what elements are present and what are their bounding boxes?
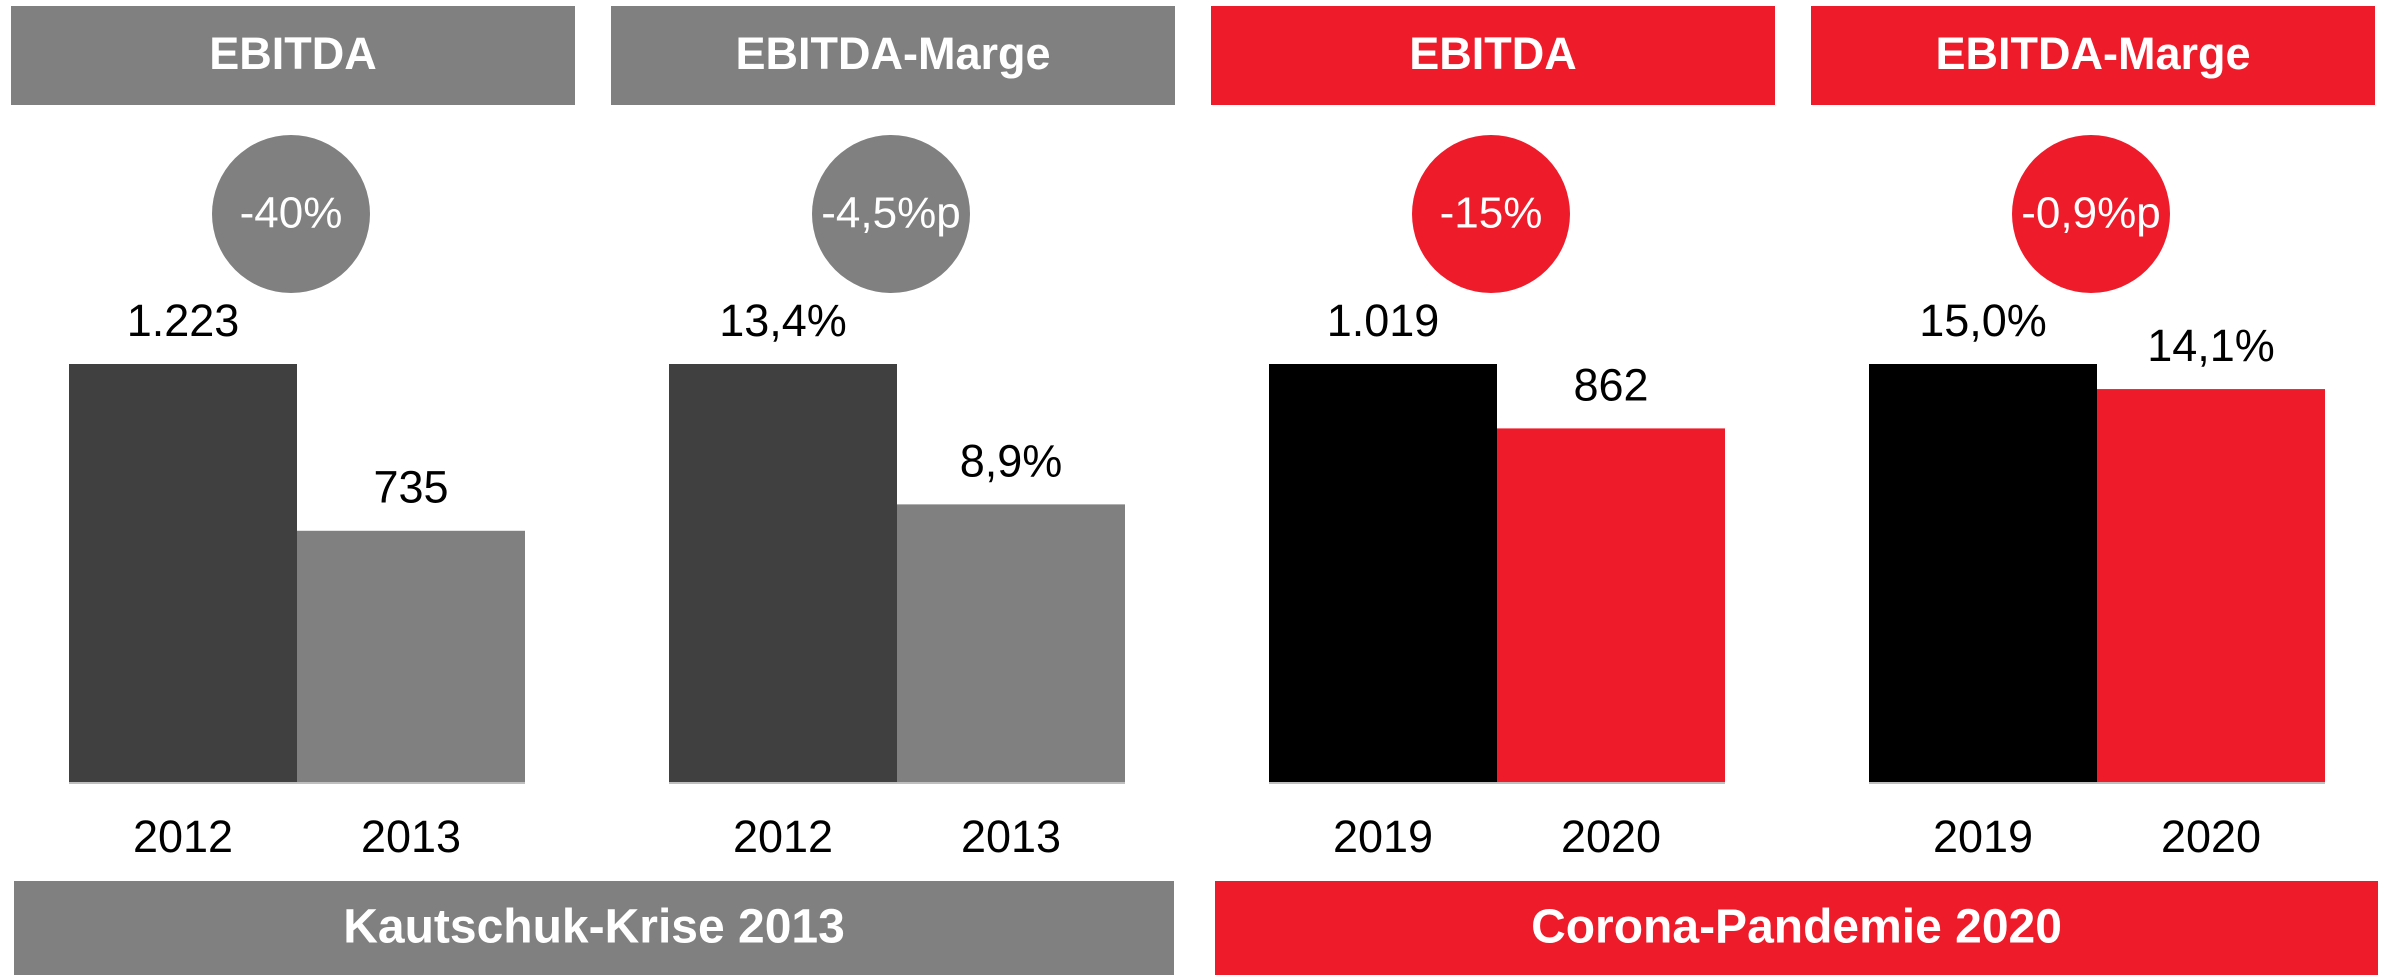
header-title: EBITDA [209,28,377,79]
annotation-text: -0,9%p [2021,189,2160,238]
x-tick-label: 2019 [1933,811,2033,862]
bar [1497,428,1725,782]
value-label: 1.223 [127,295,240,346]
footer-box [14,881,1174,975]
bar [1869,364,2097,782]
header-box [1811,6,2375,105]
bar [69,364,297,782]
footer-box [1215,881,2378,975]
footer-text: Kautschuk-Krise 2013 [343,901,845,954]
bar [669,364,897,782]
annotation-text: -40% [240,189,343,238]
value-label: 735 [373,462,448,513]
bar [2097,389,2325,782]
header-box [611,6,1175,105]
bar [897,504,1125,782]
x-tick-label: 2012 [133,811,233,862]
footer-text: Corona-Pandemie 2020 [1531,901,2062,954]
value-label: 15,0% [1919,295,2047,346]
x-tick-label: 2013 [361,811,461,862]
header-title: EBITDA [1409,28,1577,79]
header-box [1211,6,1775,105]
x-tick-label: 2013 [961,811,1061,862]
header-title: EBITDA-Marge [1935,28,2250,79]
annotation-text: -15% [1440,189,1543,238]
value-label: 14,1% [2147,320,2275,371]
annotation-text: -4,5%p [821,189,960,238]
header-title: EBITDA-Marge [735,28,1050,79]
annotation-circle [812,135,970,293]
x-tick-label: 2019 [1333,811,1433,862]
annotation-circle [2012,135,2170,293]
annotation-circle [1412,135,1570,293]
value-label: 8,9% [960,435,1063,486]
bar [297,530,525,782]
annotation-circle [212,135,370,293]
value-label: 862 [1573,359,1648,410]
value-label: 13,4% [719,295,847,346]
value-label: 1.019 [1327,295,1440,346]
header-box [11,6,575,105]
bar [1269,364,1497,782]
x-tick-label: 2020 [1561,811,1661,862]
x-tick-label: 2012 [733,811,833,862]
x-tick-label: 2020 [2161,811,2261,862]
